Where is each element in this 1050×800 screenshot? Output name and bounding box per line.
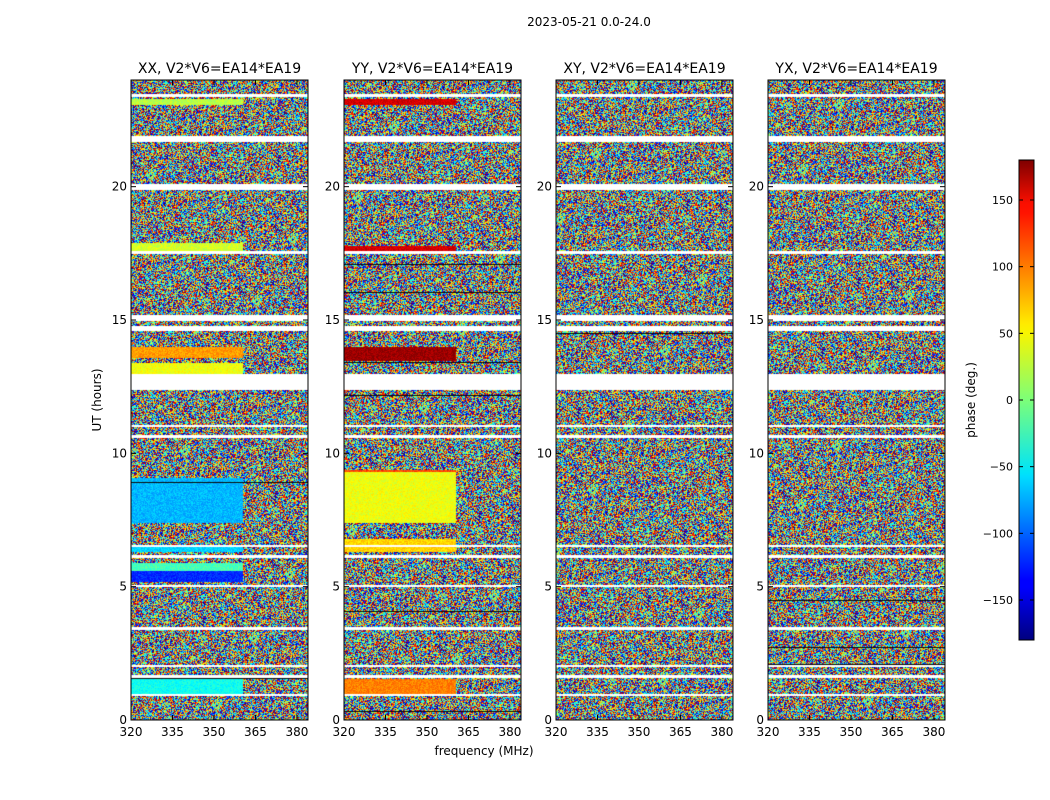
y-tick-label: 15	[325, 313, 340, 327]
colorbar-tick-label: 150	[992, 194, 1013, 207]
y-tick-label: 10	[749, 446, 764, 460]
y-tick-label: 15	[112, 313, 127, 327]
panel-xx: XX, V2*V6=EA14*EA19 320 335 350 365 380 0 5 10 15…	[112, 61, 309, 739]
colorbar-label: phase (deg.)	[964, 362, 978, 438]
panel-yx: YX, V2*V6=EA14*EA19 320 335 350 365 380 0 5 10 15…	[749, 61, 946, 739]
x-tick-label: 350	[203, 725, 226, 739]
x-tick-label: 320	[333, 725, 356, 739]
colorbar: −150 −100 −50 0 50 100 150	[983, 159, 1035, 641]
colorbar-tick-label: 50	[999, 327, 1013, 340]
y-tick-label: 20	[112, 180, 127, 194]
y-tick-label: 0	[544, 713, 552, 727]
colorbar-tick-label: 100	[992, 261, 1013, 274]
phase-image	[556, 80, 733, 720]
x-tick-label: 335	[798, 725, 821, 739]
colorbar-tick-label: −50	[990, 461, 1013, 474]
x-tick-label: 365	[457, 725, 480, 739]
x-tick-label: 380	[922, 725, 945, 739]
x-tick-label: 320	[545, 725, 568, 739]
y-tick-label: 0	[756, 713, 764, 727]
x-tick-label: 335	[586, 725, 609, 739]
phase-image	[131, 80, 308, 720]
y-tick-label: 0	[119, 713, 127, 727]
panel-title: XX, V2*V6=EA14*EA19	[138, 61, 301, 77]
axes-frame	[130, 79, 309, 721]
x-tick-label: 365	[881, 725, 904, 739]
y-tick-label: 20	[537, 180, 552, 194]
x-tick-label: 365	[669, 725, 692, 739]
panel-title: YX, V2*V6=EA14*EA19	[774, 61, 937, 77]
panel-yy: YY, V2*V6=EA14*EA19 320 335 350 365 380 0 5 10 15…	[325, 61, 522, 739]
panel-title: YY, V2*V6=EA14*EA19	[351, 61, 513, 77]
y-tick-label: 15	[749, 313, 764, 327]
colorbar-tick-label: 0	[1006, 394, 1013, 407]
y-tick-label: 5	[544, 580, 552, 594]
colorbar-tick-label: −100	[983, 527, 1013, 540]
x-tick-label: 320	[120, 725, 143, 739]
figure-title: 2023-05-21 0.0-24.0	[527, 15, 651, 29]
y-tick-label: 20	[749, 180, 764, 194]
axes-frame	[343, 79, 522, 721]
x-tick-label: 350	[628, 725, 651, 739]
x-tick-label: 335	[161, 725, 184, 739]
y-tick-label: 20	[325, 180, 340, 194]
y-tick-label: 10	[325, 446, 340, 460]
x-tick-label: 335	[374, 725, 397, 739]
x-tick-label: 350	[840, 725, 863, 739]
y-tick-label: 5	[119, 580, 127, 594]
y-axis-label: UT (hours)	[90, 368, 104, 431]
x-axis-label: frequency (MHz)	[434, 744, 533, 758]
x-tick-label: 380	[498, 725, 521, 739]
y-tick-label: 5	[756, 580, 764, 594]
y-tick-label: 10	[537, 446, 552, 460]
axes-frame	[767, 79, 946, 721]
x-tick-label: 365	[244, 725, 267, 739]
x-tick-label: 380	[710, 725, 733, 739]
panels: XX, V2*V6=EA14*EA19 320 335 350 365 380 0 5 10 15…	[112, 61, 946, 739]
panel-xy: XY, V2*V6=EA14*EA19 320 335 350 365 380 0 5 10 15…	[537, 61, 734, 739]
x-tick-label: 350	[416, 725, 439, 739]
y-tick-label: 5	[332, 580, 340, 594]
x-tick-label: 380	[285, 725, 308, 739]
phase-image	[344, 80, 521, 720]
x-tick-label: 320	[757, 725, 780, 739]
axes-frame	[555, 79, 734, 721]
y-tick-label: 10	[112, 446, 127, 460]
y-tick-label: 15	[537, 313, 552, 327]
colorbar-tick-label: −150	[983, 594, 1013, 607]
panel-title: XY, V2*V6=EA14*EA19	[563, 61, 725, 77]
phase-image	[768, 80, 945, 720]
y-tick-label: 0	[332, 713, 340, 727]
